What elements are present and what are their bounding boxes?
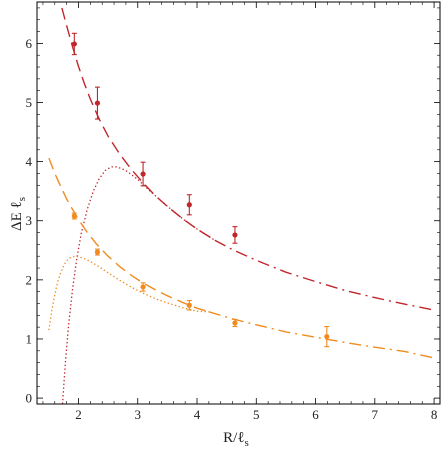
red-data-point bbox=[94, 100, 101, 106]
x-tick-label: 7 bbox=[372, 407, 379, 422]
orange-dashdot-curve bbox=[208, 311, 435, 359]
orange-data-point bbox=[71, 213, 77, 219]
orange-data-point bbox=[140, 284, 146, 290]
fit-curves bbox=[48, 7, 435, 405]
axis-tick-labels: 2 3 4 5 6 7 8 0 1 2 3 4 5 6 bbox=[26, 36, 438, 422]
x-axis-label: R/ℓs bbox=[223, 430, 249, 449]
red-data-point bbox=[232, 232, 238, 238]
y-tick-label: 2 bbox=[26, 272, 33, 287]
x-tick-label: 6 bbox=[312, 407, 319, 422]
red-data-point bbox=[140, 171, 146, 177]
y-tick-label: 3 bbox=[26, 213, 33, 228]
y-tick-label: 1 bbox=[26, 331, 33, 346]
plot-frame bbox=[36, 1, 441, 405]
x-tick-label: 8 bbox=[431, 407, 438, 422]
red-dashed-curve bbox=[61, 7, 216, 241]
orange-data-point bbox=[186, 302, 192, 308]
orange-dotted-curve bbox=[48, 255, 209, 331]
y-axis-label: ΔE ℓs bbox=[9, 197, 28, 231]
orange-data-point bbox=[94, 249, 101, 255]
red-data-point bbox=[71, 41, 77, 47]
red-dashdot-curve bbox=[214, 239, 435, 311]
red-data-point bbox=[186, 202, 192, 208]
x-tick-label: 5 bbox=[253, 407, 260, 422]
data-points bbox=[71, 32, 330, 348]
y-tick-label: 5 bbox=[26, 95, 33, 110]
x-tick-label: 2 bbox=[75, 407, 82, 422]
orange-data-point bbox=[324, 334, 330, 340]
x-tick-label: 3 bbox=[135, 407, 142, 422]
orange-dashed-curve bbox=[48, 157, 210, 313]
y-tick-label: 6 bbox=[26, 36, 33, 51]
x-tick-label: 4 bbox=[194, 407, 201, 422]
orange-data-point bbox=[232, 320, 238, 326]
y-tick-label: 4 bbox=[26, 154, 33, 169]
y-tick-label: 0 bbox=[26, 391, 33, 406]
